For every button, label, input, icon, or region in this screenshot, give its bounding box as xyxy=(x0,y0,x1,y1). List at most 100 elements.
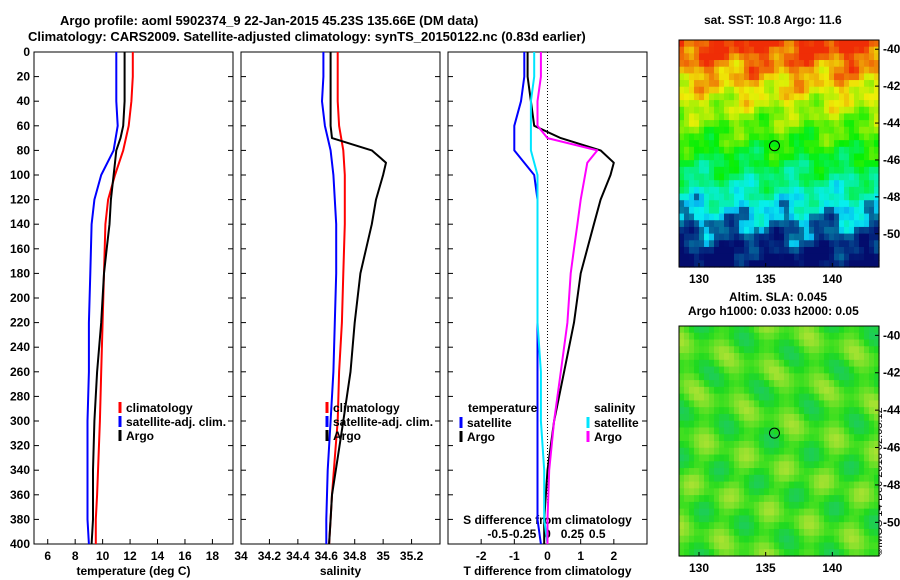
sst-map-cell xyxy=(809,193,815,201)
sst-map-cell xyxy=(689,186,695,195)
sst-map-cell xyxy=(854,166,860,175)
sst-map-cell xyxy=(749,226,755,235)
sst-map-cell xyxy=(684,53,690,61)
sst-map-cell xyxy=(869,106,875,115)
sla-map-cell xyxy=(769,346,775,354)
sst-map-cell xyxy=(829,186,835,195)
sst-map-cell xyxy=(689,246,695,255)
sst-map-cell xyxy=(834,213,840,221)
sst-map-cell xyxy=(874,46,880,54)
sla-map-cell xyxy=(764,474,770,483)
sla-map-cell xyxy=(684,441,690,449)
sst-map-cell xyxy=(869,146,875,155)
sst-map-cell xyxy=(864,233,870,241)
sst-map-cell xyxy=(734,173,740,181)
sla-map-cell xyxy=(729,434,735,442)
sst-map-cell xyxy=(799,220,805,228)
sst-map-cell xyxy=(754,186,760,195)
sst-map-cell xyxy=(769,40,775,48)
sla-map-cell xyxy=(849,434,855,442)
sla-map-cell xyxy=(869,326,875,334)
sla-map-cell xyxy=(814,326,820,334)
sst-map-cell xyxy=(824,166,830,175)
sla-map-cell xyxy=(739,346,745,354)
sla-map-cell xyxy=(749,474,755,483)
sla-map-cell xyxy=(774,366,780,374)
sla-map-cell xyxy=(829,366,835,374)
sla-map-cell xyxy=(834,468,840,476)
sla-map-cell xyxy=(684,549,690,557)
sst-map-cell xyxy=(764,180,770,188)
sla-map-cell xyxy=(774,393,780,402)
sla-map-cell xyxy=(809,549,815,557)
sst-map-cell xyxy=(734,180,740,188)
sst-map-cell xyxy=(689,53,695,61)
sst-map-cell xyxy=(739,86,745,95)
sst-map-cell xyxy=(799,86,805,95)
sla-map-cell xyxy=(709,549,715,557)
sst-map-cell xyxy=(854,246,860,255)
sla-map-cell xyxy=(874,474,880,483)
sst-map-cell xyxy=(834,206,840,215)
sst-map-cell xyxy=(784,140,790,148)
sla-map-cell xyxy=(714,359,720,368)
sla-map-cell xyxy=(719,366,725,374)
sst-map-cell xyxy=(694,253,700,261)
sst-map-cell xyxy=(784,120,790,128)
sla-map-cell xyxy=(679,488,685,496)
sla-map-cell xyxy=(684,474,690,483)
sla-map-cell xyxy=(739,522,745,530)
sla-map-cell xyxy=(849,359,855,368)
sla-map-cell xyxy=(779,468,785,476)
sst-map-cell xyxy=(849,173,855,181)
sst-map-cell xyxy=(764,120,770,128)
sla-map-cell xyxy=(839,346,845,354)
sla-map-cell xyxy=(739,434,745,442)
sst-map-cell xyxy=(699,220,705,228)
sla-map-cell xyxy=(684,535,690,544)
sst-map-cell xyxy=(729,226,735,235)
sst-map-cell xyxy=(829,60,835,68)
sla-map-cell xyxy=(779,522,785,530)
sst-map-cell xyxy=(744,46,750,54)
sst-map-cell xyxy=(684,100,690,108)
sst-map-cell xyxy=(854,53,860,61)
sst-map-cell xyxy=(794,40,800,48)
sst-map-cell xyxy=(729,246,735,255)
sla-map-cell xyxy=(829,549,835,557)
sla-map-cell xyxy=(759,326,765,334)
sst-map-cell xyxy=(779,73,785,81)
sla-map-cell xyxy=(809,407,815,415)
sla-map-cell xyxy=(849,461,855,469)
sst-map-cell xyxy=(769,260,775,268)
sst-map-cell xyxy=(694,93,700,101)
sst-map-cell xyxy=(749,80,755,88)
sst-map-cell xyxy=(874,233,880,241)
sst-map-cell xyxy=(779,173,785,181)
sst-map-cell xyxy=(824,160,830,168)
sla-map-cell xyxy=(769,481,775,489)
sla-map-cell xyxy=(819,393,825,402)
depth-tick-label: 80 xyxy=(17,143,31,157)
sla-argo-position-marker xyxy=(768,427,780,439)
sst-map-cell xyxy=(714,213,720,221)
sst-map-cell xyxy=(754,46,760,54)
sla-map-cell xyxy=(804,353,810,361)
sla-map-cell xyxy=(864,535,870,544)
sst-map-cell xyxy=(854,186,860,195)
sst-map-cell xyxy=(839,100,845,108)
sst-map-cell xyxy=(854,140,860,148)
sst-map-cell xyxy=(759,73,765,81)
sla-map-cell xyxy=(844,549,850,557)
sst-map-cell xyxy=(719,93,725,101)
sst-map-cell xyxy=(754,246,760,255)
sla-map-cell xyxy=(679,339,685,347)
sst-map-cell xyxy=(819,53,825,61)
sla-map-cell xyxy=(844,346,850,354)
sla-map-cell xyxy=(819,535,825,544)
sla-map-cell xyxy=(774,468,780,476)
sst-map-cell xyxy=(684,240,690,248)
sst-map-cell xyxy=(689,206,695,215)
sst-map-cell xyxy=(784,220,790,228)
sla-map-cell xyxy=(844,441,850,449)
